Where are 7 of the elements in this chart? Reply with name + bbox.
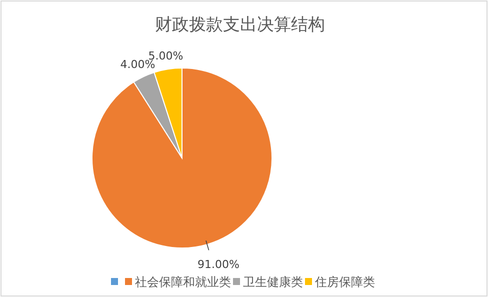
data-label: 91.00%	[197, 258, 240, 271]
pie-slice	[133, 72, 182, 158]
legend-label: 住房保障类	[314, 275, 375, 289]
chart-title: 财政拨款支出决算结构	[155, 15, 325, 35]
legend-label: 卫生健康类	[243, 275, 303, 289]
legend-label: 社会保障和就业类	[135, 275, 231, 289]
pie-slice	[92, 68, 272, 248]
